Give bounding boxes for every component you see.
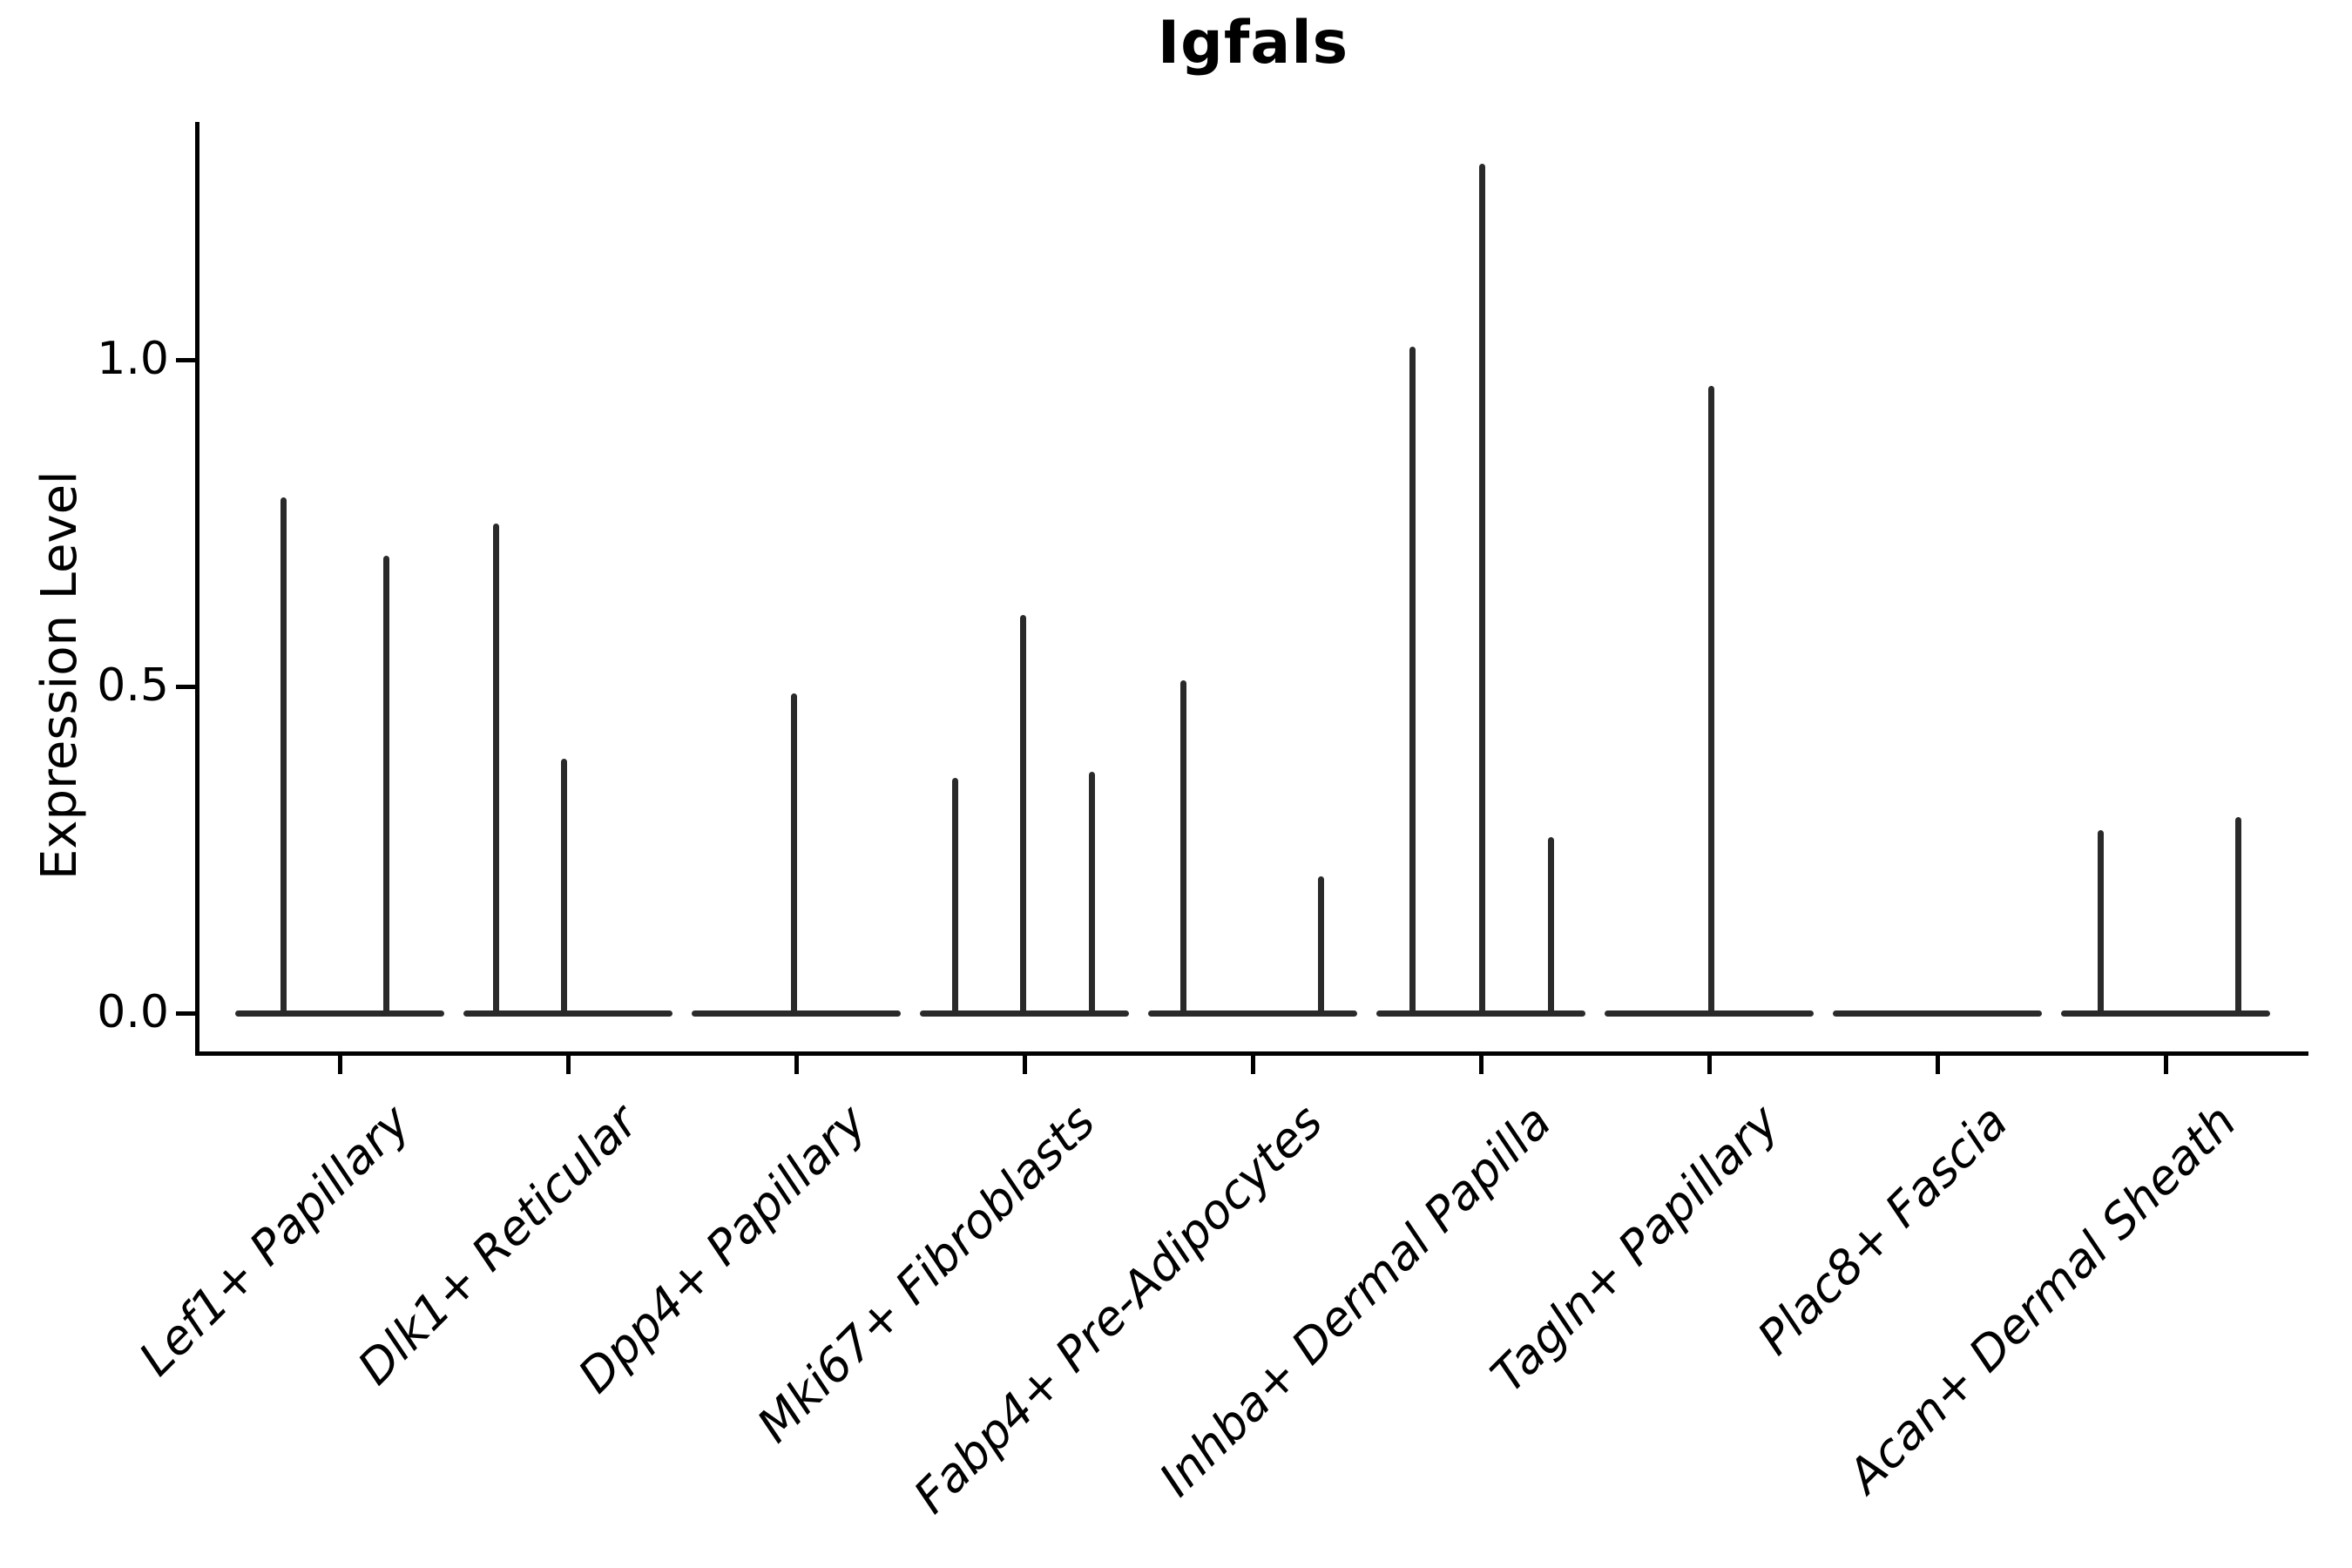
- y-tick-mark: [176, 684, 198, 689]
- violin-spike: [1547, 836, 1554, 1013]
- x-tick-mark: [565, 1054, 571, 1074]
- violin-spike: [1707, 386, 1714, 1013]
- x-tick-mark: [1478, 1054, 1484, 1074]
- violin-spike: [560, 758, 567, 1013]
- chart-title: Igfals: [1157, 9, 1349, 78]
- y-tick-mark: [176, 1010, 198, 1016]
- violin-spike: [492, 523, 499, 1013]
- violin-baseline: [235, 1010, 444, 1017]
- violin-baseline: [1833, 1010, 2042, 1017]
- violin-baseline: [2061, 1010, 2270, 1017]
- x-tick-mark: [1022, 1054, 1027, 1074]
- violin-baseline: [692, 1010, 901, 1017]
- x-tick-label: Inhba+ Dermal Papilla: [1148, 1094, 1562, 1507]
- violin-spike: [1088, 771, 1095, 1013]
- x-tick-label: Fabp4+ Pre-Adipocytes: [903, 1094, 1334, 1524]
- violin-baseline: [1148, 1010, 1357, 1017]
- violin-spike: [790, 693, 797, 1013]
- y-tick-label: 1.0: [97, 332, 169, 385]
- y-tick-label: 0.5: [97, 659, 169, 712]
- y-tick-label: 0.0: [97, 985, 169, 1038]
- x-tick-label: Acan+ Dermal Sheath: [1836, 1094, 2247, 1504]
- x-tick-mark: [1250, 1054, 1255, 1074]
- violin-spike: [1019, 614, 1026, 1013]
- violin-baseline: [920, 1010, 1129, 1017]
- violin-spike: [1478, 164, 1485, 1013]
- violin-spike: [1179, 679, 1186, 1013]
- violin-spike: [382, 556, 389, 1013]
- violin-baseline: [1376, 1010, 1585, 1017]
- x-tick-mark: [794, 1054, 799, 1074]
- x-tick-mark: [1935, 1054, 1940, 1074]
- violin-spike: [2097, 830, 2104, 1013]
- x-tick-mark: [1707, 1054, 1712, 1074]
- violin-baseline: [1605, 1010, 1814, 1017]
- violin-spike: [1317, 875, 1324, 1013]
- y-tick-mark: [176, 357, 198, 362]
- violin-baseline: [463, 1010, 672, 1017]
- violin-spike: [280, 497, 287, 1013]
- y-axis-label: Expression Level: [31, 470, 88, 880]
- violin-spike: [951, 778, 958, 1013]
- y-axis-spine: [195, 122, 199, 1054]
- x-tick-mark: [2163, 1054, 2168, 1074]
- x-axis-spine: [195, 1051, 2308, 1056]
- x-tick-mark: [337, 1054, 342, 1074]
- violin-spike: [1409, 347, 1416, 1013]
- violin-spike: [2234, 817, 2241, 1013]
